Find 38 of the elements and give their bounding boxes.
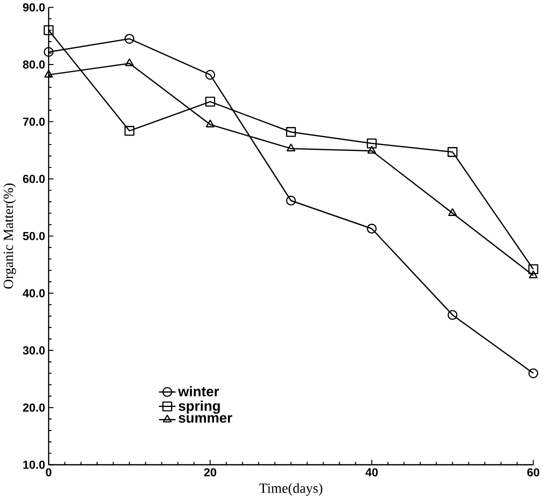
point — [44, 25, 54, 36]
y-tick-label: 10.0 — [23, 460, 45, 469]
x-tick-label: 40 — [365, 468, 378, 476]
point — [367, 146, 376, 154]
point — [528, 264, 538, 274]
point — [205, 70, 216, 80]
legend-label: winter — [178, 386, 220, 396]
x-axis-title: Time(days) — [259, 483, 322, 496]
y-axis-title: Organic Matter(%) — [3, 184, 16, 289]
y-tick-label: 60.0 — [23, 174, 45, 183]
point — [205, 96, 216, 107]
point — [366, 224, 377, 234]
legend-label: spring — [178, 400, 220, 414]
y-tick-label: 40.0 — [22, 289, 45, 298]
point — [44, 46, 54, 57]
point — [448, 208, 457, 216]
x-tick-label: 60 — [527, 468, 540, 476]
y-tick-label: 50.0 — [22, 232, 45, 240]
point — [286, 127, 296, 137]
point — [124, 126, 134, 136]
point — [528, 368, 538, 378]
x-tick-label: 20 — [204, 468, 216, 476]
point — [448, 147, 458, 157]
y-tick-label: 20.0 — [22, 403, 45, 412]
point — [286, 144, 296, 152]
point — [125, 58, 134, 66]
y-tick-label: 80.0 — [22, 60, 45, 69]
point — [366, 138, 377, 148]
point — [286, 196, 296, 206]
x-tick-label: 0 — [46, 468, 52, 476]
legend-label: summer — [178, 415, 232, 423]
y-tick-label: 90.0 — [22, 3, 45, 12]
point — [124, 34, 134, 44]
point — [206, 120, 215, 128]
point — [44, 70, 54, 78]
y-tick-label: 70.0 — [23, 118, 45, 126]
y-tick-label: 30.0 — [22, 346, 45, 355]
point — [448, 310, 458, 320]
